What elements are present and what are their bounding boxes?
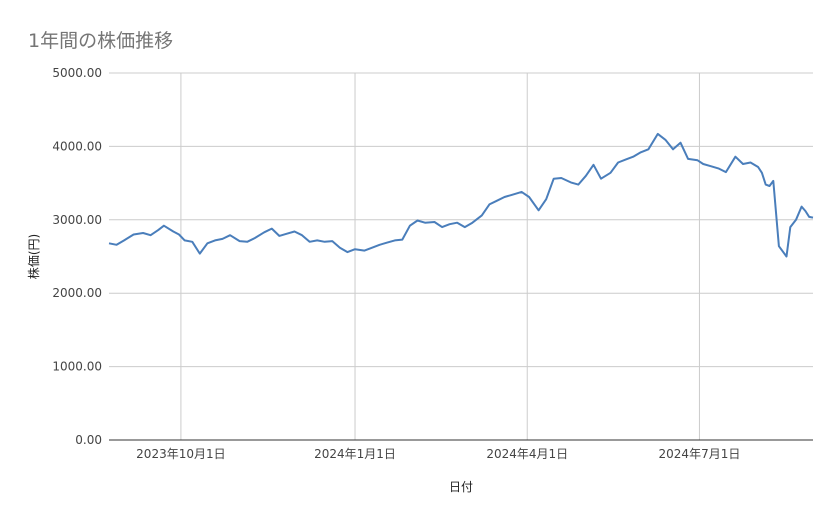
y-tick-label: 2000.00 bbox=[52, 286, 102, 300]
y-axis-title: 株価(円) bbox=[26, 234, 41, 279]
y-tick-label: 3000.00 bbox=[52, 213, 102, 227]
x-axis-title: 日付 bbox=[449, 480, 473, 494]
x-tick-label: 2024年4月1日 bbox=[486, 447, 568, 461]
x-tick-label: 2024年1月1日 bbox=[314, 447, 396, 461]
y-tick-label: 5000.00 bbox=[52, 66, 102, 80]
y-tick-label: 4000.00 bbox=[52, 139, 102, 153]
y-tick-label: 0.00 bbox=[75, 433, 102, 447]
y-tick-label: 1000.00 bbox=[52, 360, 102, 374]
series-line bbox=[108, 132, 814, 258]
gridlines bbox=[109, 72, 813, 440]
x-tick-label: 2024年7月1日 bbox=[659, 447, 741, 461]
x-tick-label: 2023年10月1日 bbox=[136, 447, 225, 461]
chart-title: 1年間の株価推移 bbox=[28, 30, 174, 52]
x-axis-ticks: 2023年10月1日 2024年1月1日 2024年4月1日 2024年7月1日 bbox=[136, 447, 740, 461]
y-axis-ticks: 0.00 1000.00 2000.00 3000.00 4000.00 5000.00 bbox=[52, 66, 102, 447]
